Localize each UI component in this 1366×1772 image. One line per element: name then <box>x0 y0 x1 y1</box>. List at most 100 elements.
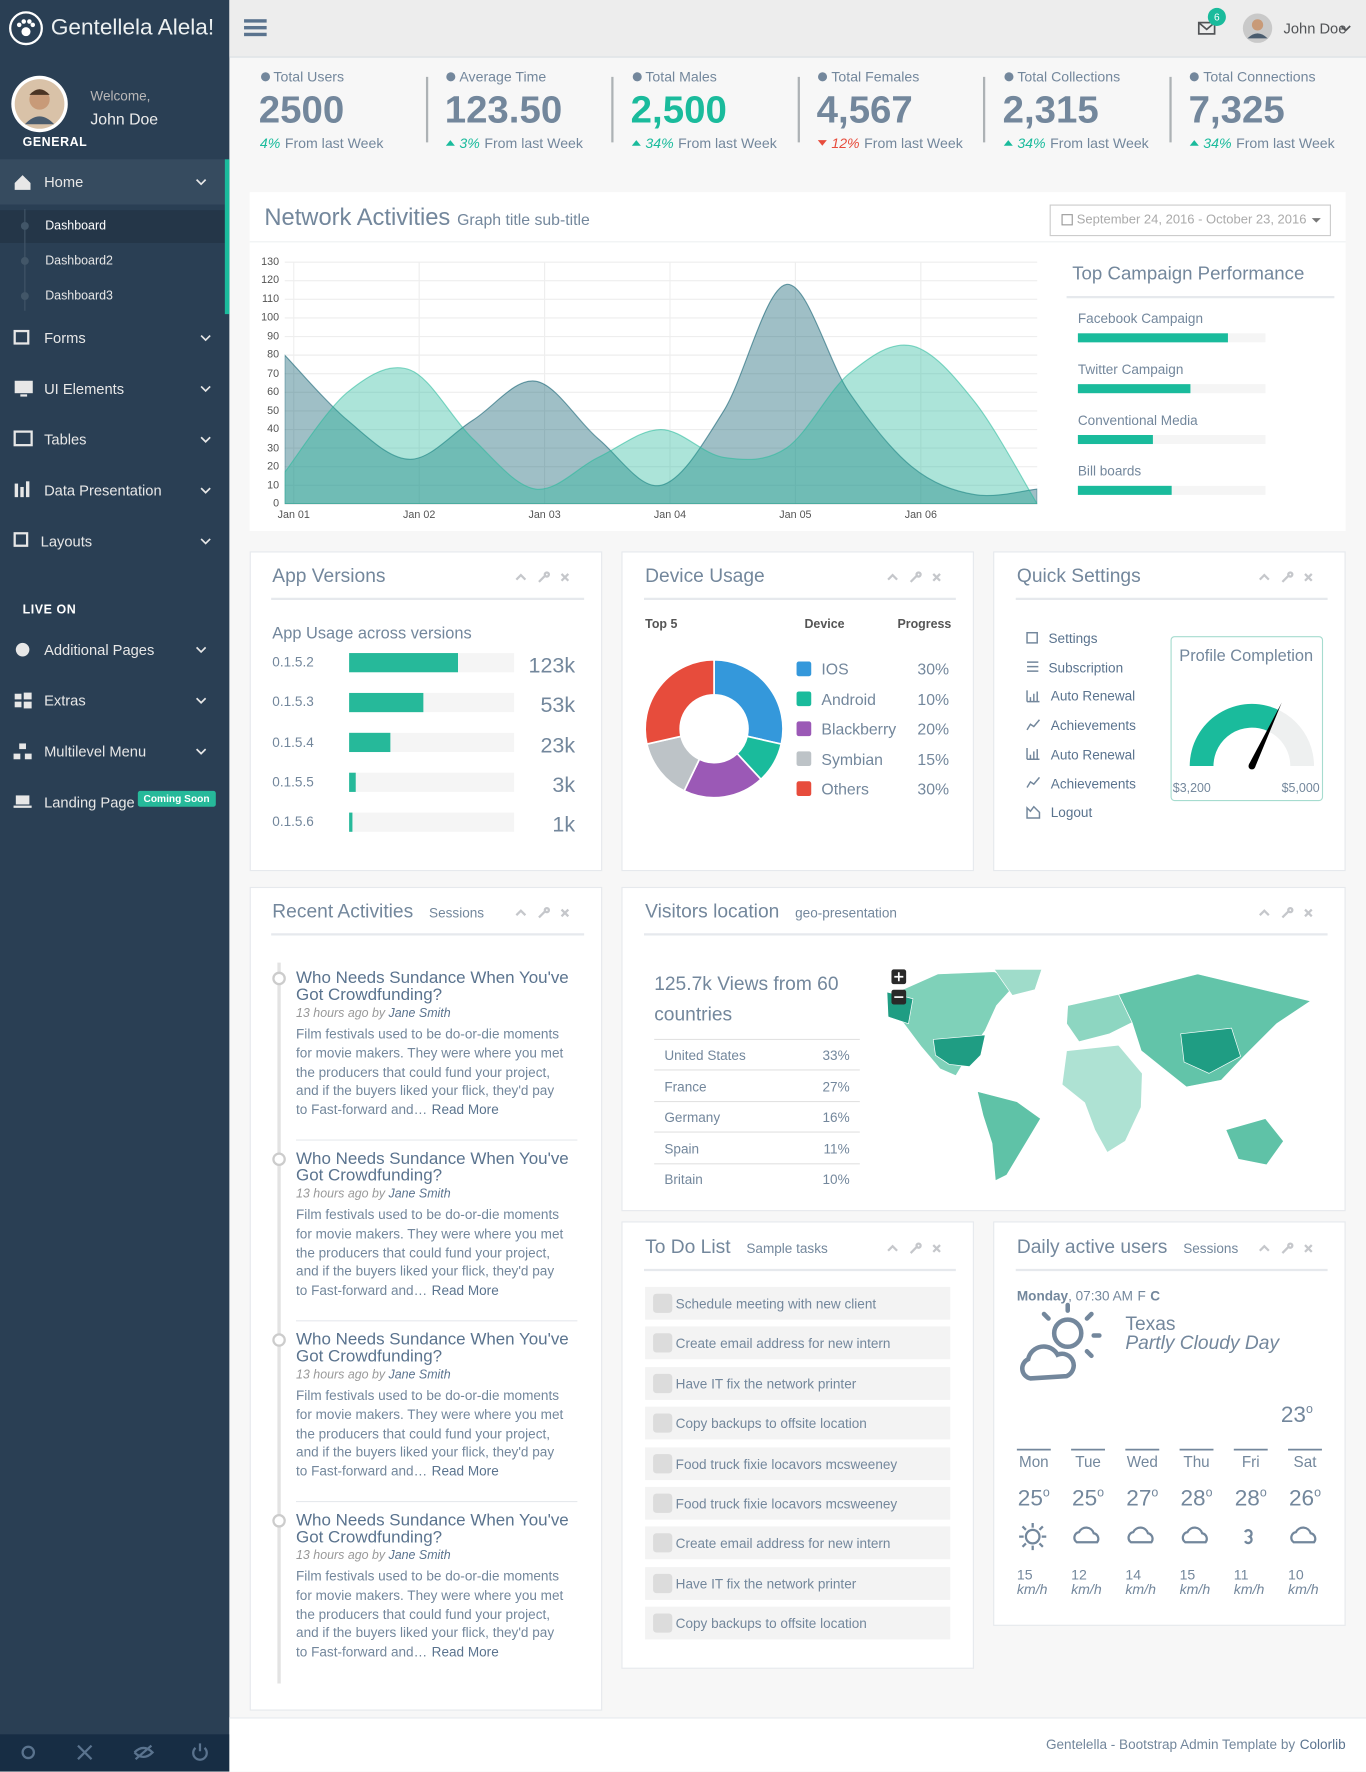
legend-value: 10% <box>917 689 950 708</box>
usage-label: 123k <box>528 654 576 678</box>
text: Film festivals used to be do-or-die mome… <box>296 1568 564 1660</box>
submenu-item[interactable]: Dashboard <box>45 219 107 233</box>
author: Jane Smith <box>388 1187 451 1202</box>
subtitle: Sample tasks <box>746 1240 828 1257</box>
todo-item[interactable]: Copy backups to offsite location <box>675 1415 867 1432</box>
y-tick-label: 120 <box>261 274 280 287</box>
y-tick-label: 0 <box>273 497 280 511</box>
bar <box>349 812 353 832</box>
todo-item[interactable]: Food truck fixie locavors mcsweeney <box>675 1495 898 1512</box>
bar <box>349 772 356 792</box>
menu-section: GENERAL <box>22 135 88 150</box>
forecast-day: Tue <box>1075 1453 1101 1471</box>
welcome: Welcome, <box>90 88 151 104</box>
version-label: 0.1.5.6 <box>272 813 314 830</box>
campaign-name: Twitter Campaign <box>1077 361 1184 378</box>
tile-label: Total Collections <box>1017 68 1121 85</box>
title: Recent Activities <box>272 900 414 922</box>
forecast-wind: 12 <box>1071 1567 1087 1583</box>
activity-title[interactable]: Who Needs Sundance When You've Got Crowd… <box>296 1149 569 1186</box>
legend-value: 15% <box>917 749 950 768</box>
todo-item[interactable]: Create email address for new intern <box>675 1335 891 1352</box>
settings-link[interactable]: Auto Renewal <box>1050 746 1136 763</box>
settings-link[interactable]: Settings <box>1048 630 1098 647</box>
panel-title: Recent Activities Sessions <box>272 900 484 923</box>
brand: Gentellela Alela! <box>50 15 215 41</box>
title: Daily active users <box>1016 1236 1168 1258</box>
activity-text: Film festivals used to be do-or-die mome… <box>296 1206 567 1301</box>
notification-count[interactable]: 6 <box>1214 11 1220 23</box>
menu-item[interactable]: Layouts <box>40 532 93 550</box>
change-note: From last Week <box>1050 135 1149 152</box>
activity-title[interactable]: Who Needs Sundance When You've Got Crowd… <box>296 1510 569 1547</box>
settings-link[interactable]: Subscription <box>1048 659 1124 676</box>
menu-item[interactable]: Multilevel Menu <box>44 742 147 760</box>
bar <box>1077 434 1153 445</box>
settings-link[interactable]: Achievements <box>1050 775 1136 792</box>
x-tick-label: Jan 04 <box>653 509 687 522</box>
read-more: Read More <box>431 1644 499 1660</box>
settings-link[interactable]: Logout <box>1050 804 1093 821</box>
menu-item[interactable]: Home <box>44 173 84 191</box>
menu-item[interactable]: UI Elements <box>44 380 125 398</box>
wind-unit: km/h <box>1016 1581 1048 1598</box>
table-header: Progress <box>897 618 952 632</box>
tile-change: 34% From last Week <box>645 136 776 152</box>
x-tick-label: Jan 01 <box>277 509 310 522</box>
time: 13 hours ago <box>296 1187 369 1202</box>
activity-byline: 13 hours ago by Jane Smith <box>296 1007 451 1021</box>
forecast-temp: 28o <box>1235 1486 1267 1512</box>
menu-item[interactable]: Landing Page <box>44 793 135 811</box>
area <box>284 283 1038 504</box>
todo-item[interactable]: Have IT fix the network printer <box>675 1375 857 1392</box>
activity-title[interactable]: Who Needs Sundance When You've Got Crowd… <box>296 968 569 1005</box>
top-user[interactable]: John Doe <box>1283 19 1347 37</box>
todo-item[interactable]: Create email address for new intern <box>675 1535 891 1552</box>
menu-item[interactable]: Additional Pages <box>44 641 155 659</box>
tile-value: 123.50 <box>444 88 563 132</box>
todo-item[interactable]: Copy backups to offsite location <box>675 1615 867 1632</box>
menu-item[interactable]: Data Presentation <box>44 481 162 499</box>
change: 4% <box>259 135 281 152</box>
user-name: John Doe <box>90 109 159 128</box>
bar <box>349 653 459 673</box>
temp: 23 <box>1280 1402 1306 1428</box>
date-range[interactable]: September 24, 2016 - October 23, 2016 <box>1076 213 1307 228</box>
activity-title[interactable]: Who Needs Sundance When You've Got Crowd… <box>296 1329 569 1367</box>
settings-link[interactable]: Auto Renewal <box>1050 688 1136 705</box>
submenu-item[interactable]: Dashboard3 <box>45 289 113 303</box>
y-tick-label: 10 <box>267 479 280 492</box>
forecast-wind: 10 <box>1288 1567 1304 1583</box>
tile-change: 34% From last Week <box>1203 136 1334 152</box>
legend-swatch <box>796 721 812 737</box>
x-tick-label: Jan 05 <box>779 509 812 522</box>
todo-item[interactable]: Food truck fixie locavors mcsweeney <box>675 1455 898 1472</box>
todo-item[interactable]: Schedule meeting with new client <box>675 1295 877 1312</box>
forecast-temp: 25o <box>1018 1486 1050 1512</box>
menu-item[interactable]: Tables <box>44 431 87 448</box>
degree: o <box>1205 1486 1213 1500</box>
credit: Gentelella - Bootstrap Admin Template by <box>1045 1736 1296 1753</box>
badge: Coming Soon <box>137 790 216 807</box>
by: by <box>371 1549 386 1563</box>
author: Jane Smith <box>388 1006 451 1021</box>
change-note: From last Week <box>284 135 384 152</box>
legend-value: 20% <box>917 719 950 738</box>
y-tick-label: 130 <box>261 255 280 269</box>
submenu-item[interactable]: Dashboard2 <box>45 254 113 268</box>
credit-link: Colorlib <box>1299 1736 1346 1753</box>
settings-link[interactable]: Achievements <box>1050 717 1136 734</box>
wind-unit: km/h <box>1288 1581 1319 1598</box>
forecast-wind: 15 <box>1179 1567 1196 1583</box>
subtitle: Sessions <box>429 905 485 921</box>
todo-item[interactable]: Have IT fix the network printer <box>675 1575 857 1592</box>
country: France <box>664 1078 707 1095</box>
menu-item[interactable]: Extras <box>44 692 86 709</box>
activity-byline: 13 hours ago by Jane Smith <box>296 1368 451 1382</box>
legend-swatch <box>796 781 812 796</box>
tile-label: Average Time <box>459 68 547 85</box>
legend-swatch <box>796 661 812 677</box>
menu-item[interactable]: Forms <box>44 329 86 347</box>
legend-swatch <box>796 691 812 707</box>
